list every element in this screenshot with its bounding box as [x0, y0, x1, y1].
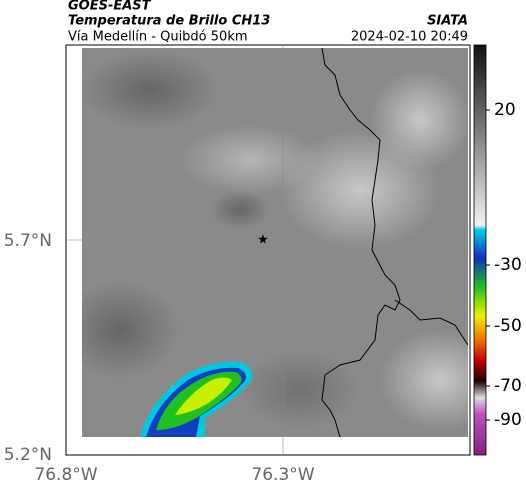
x-label: 76.3°W — [251, 465, 314, 485]
colorbar-label: -30 — [494, 255, 522, 275]
title: Temperatura de Brillo CH13 — [68, 14, 270, 29]
colorbar-label: -50 — [494, 316, 522, 336]
source: GOES-EAST — [68, 0, 152, 14]
colorbar-label: -70 — [494, 376, 522, 396]
subtitle: Vía Medellín - Quibdó 50km — [68, 30, 248, 45]
colorbar-label: 20 — [494, 100, 516, 120]
boundaries — [321, 48, 468, 437]
x-label: 76.8°W — [34, 465, 97, 485]
colorbar — [473, 44, 487, 456]
satellite-image — [82, 48, 468, 437]
y-label: 5.7°N — [4, 231, 52, 251]
timestamp: 2024-02-10 20:49 — [351, 30, 468, 45]
colorbar-ticks — [486, 109, 490, 421]
location-star: ★ — [257, 233, 269, 248]
y-label: 5.2°N — [4, 445, 52, 465]
colorbar-label: -90 — [494, 410, 522, 430]
org: SIATA — [427, 14, 468, 29]
